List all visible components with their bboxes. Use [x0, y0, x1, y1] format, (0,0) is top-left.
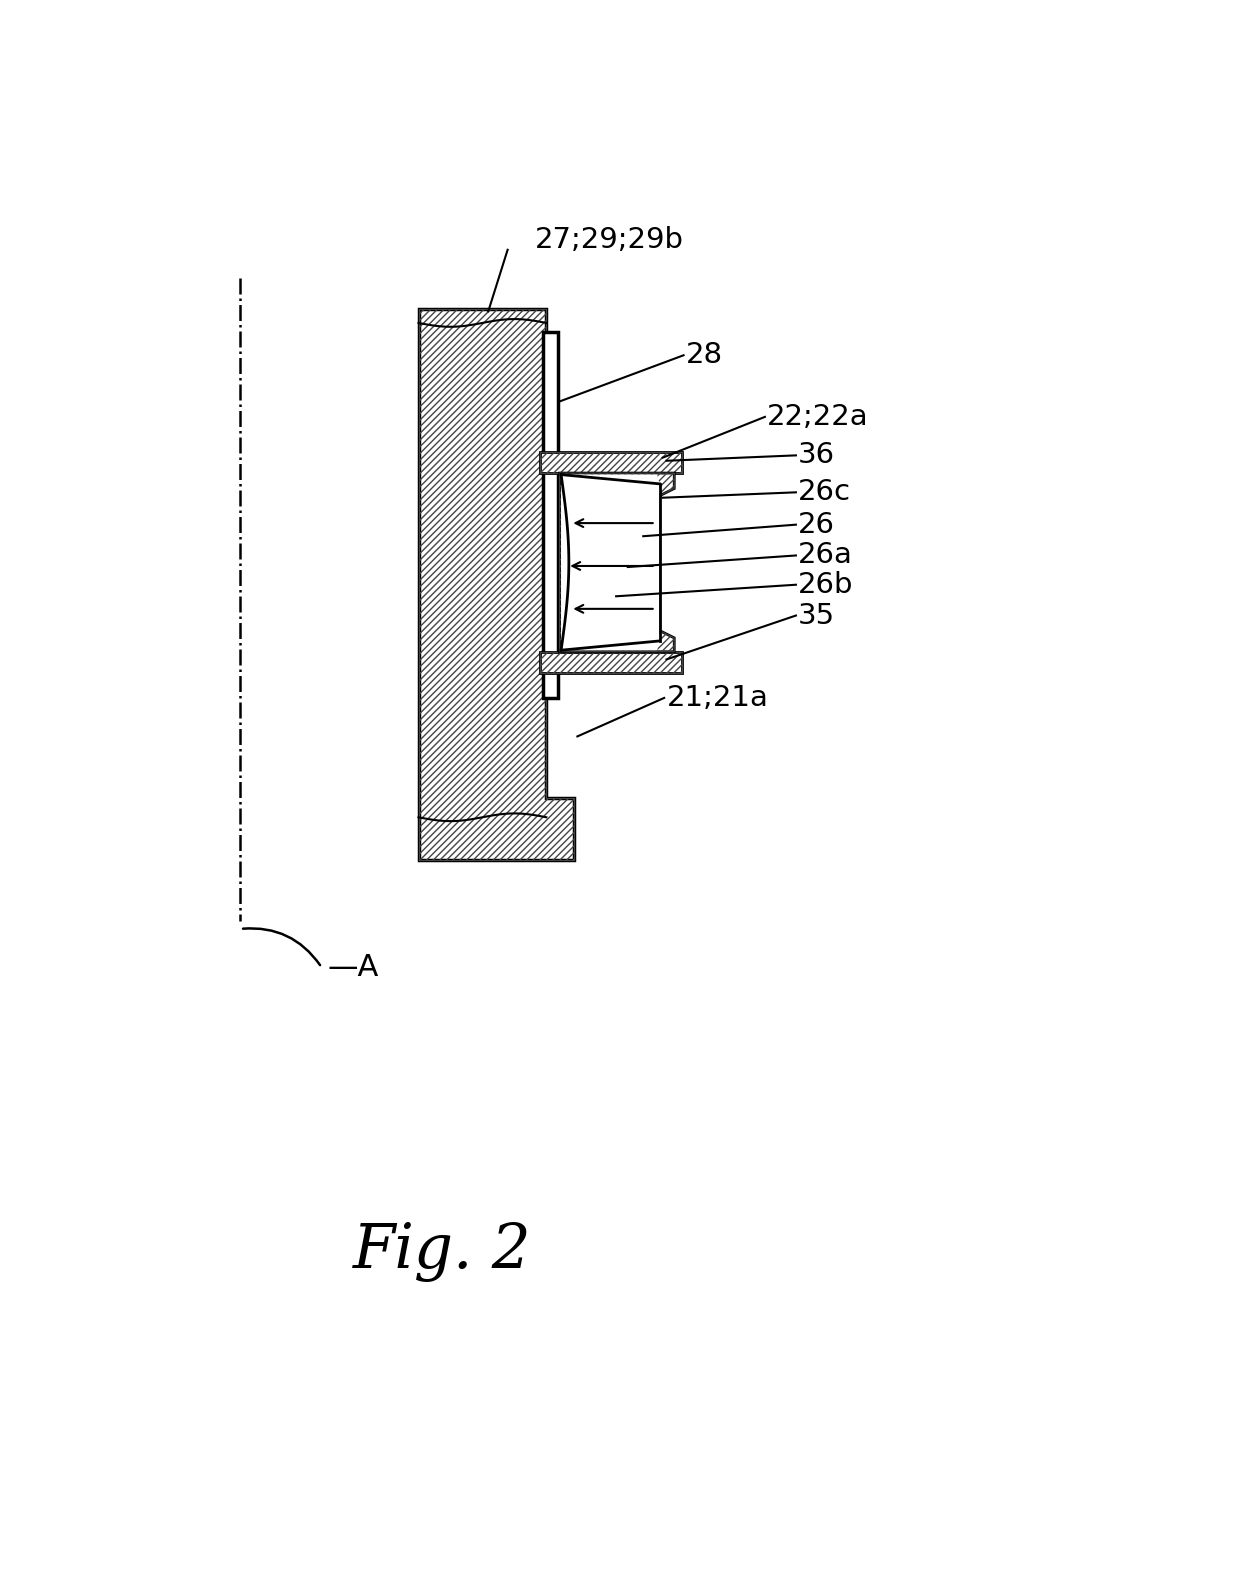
Text: 36: 36 [799, 441, 836, 470]
Polygon shape [419, 308, 573, 860]
Polygon shape [541, 452, 682, 473]
Text: 26a: 26a [799, 541, 853, 569]
Polygon shape [559, 473, 675, 651]
Polygon shape [541, 651, 682, 674]
Text: 21;21a: 21;21a [667, 685, 769, 711]
Polygon shape [560, 474, 660, 650]
Text: 26c: 26c [799, 479, 851, 506]
Text: Fig. 2: Fig. 2 [352, 1222, 531, 1282]
Text: 22;22a: 22;22a [768, 403, 869, 432]
Polygon shape [543, 332, 558, 697]
Text: 27;29;29b: 27;29;29b [534, 226, 683, 255]
Text: 28: 28 [686, 341, 723, 370]
Text: 26: 26 [799, 511, 836, 539]
Text: 26b: 26b [799, 571, 854, 599]
Text: —A: —A [327, 953, 378, 982]
Text: 35: 35 [799, 601, 836, 629]
